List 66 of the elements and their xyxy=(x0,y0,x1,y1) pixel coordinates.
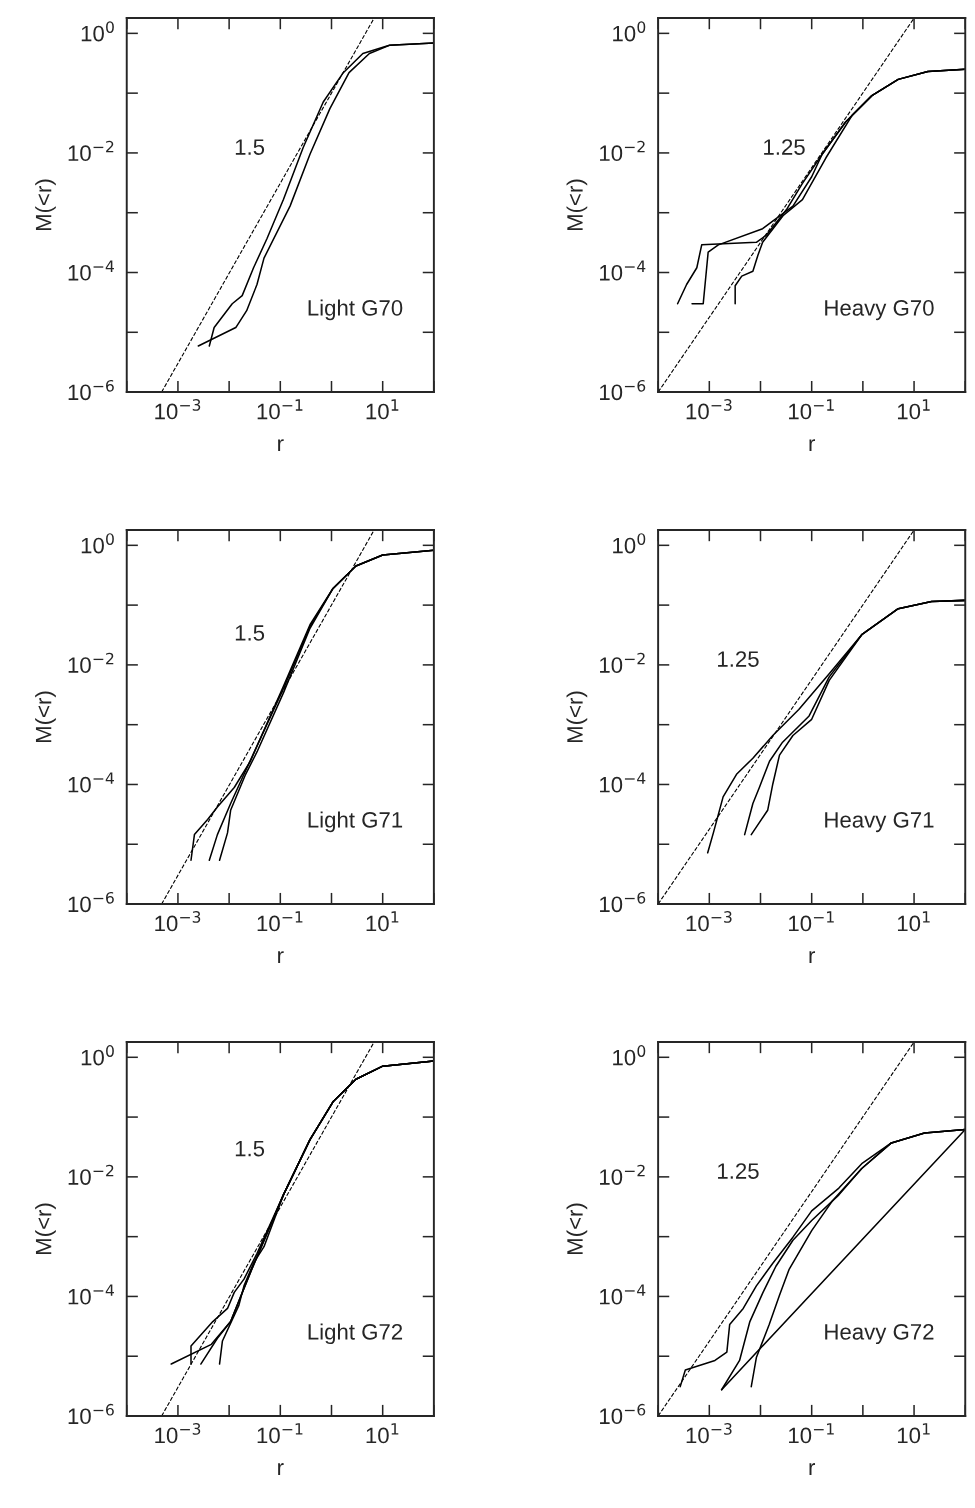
x-tick-label: 10$^{−3}$ xyxy=(686,399,732,420)
annotation: Light G71 xyxy=(308,811,403,833)
x-tick-label: 10$^{−1}$ xyxy=(789,399,834,420)
x-tick-label: 10$^{−3}$ xyxy=(155,1423,201,1444)
y-tick-label: 10$^{−6}$ xyxy=(68,379,114,401)
x-tick-label: 10$^{1}$ xyxy=(366,399,399,420)
annotation: 1.25 xyxy=(718,651,759,667)
annotation: Heavy G70 xyxy=(825,300,934,321)
x-tick-label: 10$^{1}$ xyxy=(366,911,399,932)
y-tick-label: 10$^{−2}$ xyxy=(600,140,645,162)
x-tick-label: 10$^{1}$ xyxy=(897,399,930,420)
y-tick-label: 10$^{0}$ xyxy=(81,533,114,554)
annotation: 1.5 xyxy=(235,1140,265,1157)
y-tick-label: 10$^{−4}$ xyxy=(600,260,646,281)
x-axis-title: r xyxy=(809,951,816,964)
x-tick-label: 10$^{−3}$ xyxy=(686,1423,732,1444)
y-tick-label: 10$^{−4}$ xyxy=(600,1284,646,1305)
y-axis-title: M(<r) xyxy=(566,691,588,743)
y-tick-label: 10$^{0}$ xyxy=(613,533,646,554)
y-tick-label: 10$^{−6}$ xyxy=(600,379,646,401)
y-tick-label: 10$^{−2}$ xyxy=(68,140,114,162)
x-tick-label: 10$^{1}$ xyxy=(366,1423,399,1444)
y-axis-title: M(<r) xyxy=(566,1203,588,1255)
annotation: 1.25 xyxy=(718,1163,759,1179)
y-axis-title: M(<r) xyxy=(566,179,588,231)
y-tick-label: 10$^{0}$ xyxy=(613,21,646,42)
y-tick-label: 10$^{−2}$ xyxy=(600,1164,645,1185)
y-axis-title: M(<r) xyxy=(35,1203,56,1255)
y-tick-label: 10$^{−6}$ xyxy=(600,891,646,913)
y-axis-title: M(<r) xyxy=(35,691,56,743)
y-tick-label: 10$^{−2}$ xyxy=(68,652,114,673)
y-tick-label: 10$^{−4}$ xyxy=(68,1284,114,1305)
x-axis-title: r xyxy=(809,1463,816,1476)
x-tick-label: 10$^{−1}$ xyxy=(789,911,834,932)
annotation: Light G70 xyxy=(308,299,403,321)
annotation: Heavy G72 xyxy=(825,1323,934,1345)
x-tick-label: 10$^{−3}$ xyxy=(155,911,201,932)
y-tick-label: 10$^{0}$ xyxy=(613,1045,646,1066)
y-tick-label: 10$^{−6}$ xyxy=(600,1403,646,1425)
x-tick-label: 10$^{1}$ xyxy=(897,1423,930,1444)
x-axis-title: r xyxy=(278,439,284,452)
x-tick-label: 10$^{−3}$ xyxy=(686,911,732,932)
x-axis-title: r xyxy=(278,1463,284,1476)
y-tick-label: 10$^{−2}$ xyxy=(68,1164,114,1185)
x-tick-label: 10$^{−1}$ xyxy=(257,399,303,420)
x-tick-label: 10$^{1}$ xyxy=(897,911,930,932)
y-tick-label: 10$^{−6}$ xyxy=(68,891,114,913)
annotation: 1.25 xyxy=(764,139,805,155)
y-tick-label: 10$^{−6}$ xyxy=(68,1403,114,1425)
y-tick-label: 10$^{−4}$ xyxy=(600,772,646,793)
annotation: Light G72 xyxy=(308,1323,403,1345)
annotation: Heavy G71 xyxy=(825,812,934,833)
x-tick-label: 10$^{−1}$ xyxy=(257,911,303,932)
x-tick-label: 10$^{−1}$ xyxy=(257,1423,303,1444)
y-tick-label: 10$^{−4}$ xyxy=(68,260,114,281)
x-axis-title: r xyxy=(278,951,284,964)
x-tick-label: 10$^{−1}$ xyxy=(789,1423,834,1444)
y-axis-title: M(<r) xyxy=(35,179,56,231)
y-tick-label: 10$^{−4}$ xyxy=(68,772,114,793)
y-tick-label: 10$^{−2}$ xyxy=(600,652,645,673)
annotation: 1.5 xyxy=(235,625,265,641)
annotation: 1.5 xyxy=(235,139,265,155)
y-tick-label: 10$^{0}$ xyxy=(81,1045,114,1066)
y-tick-label: 10$^{0}$ xyxy=(81,21,114,42)
x-axis-title: r xyxy=(809,439,816,452)
x-tick-label: 10$^{−3}$ xyxy=(155,399,201,420)
